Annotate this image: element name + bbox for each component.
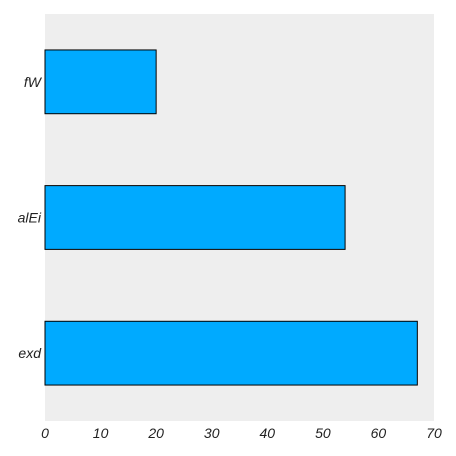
bar-group <box>44 49 418 386</box>
bar-exd <box>44 320 418 386</box>
category-label: fW <box>24 74 43 90</box>
x-tick-label: 70 <box>426 425 442 441</box>
x-tick-label: 10 <box>93 425 109 441</box>
x-tick-label: 30 <box>204 425 220 441</box>
category-label: alEi <box>18 210 42 226</box>
x-tick-label: 0 <box>41 425 49 441</box>
x-tick-label: 50 <box>315 425 331 441</box>
bar-fW <box>44 49 157 115</box>
bar-alEi <box>44 185 346 250</box>
x-tick-label: 40 <box>259 425 275 441</box>
x-tick-label: 60 <box>371 425 387 441</box>
category-labels: fW alEi exd <box>18 74 43 361</box>
x-tick-label: 20 <box>147 425 164 441</box>
x-axis-ticks: 0 10 20 30 40 50 60 70 <box>41 425 442 441</box>
category-label: exd <box>18 345 42 361</box>
